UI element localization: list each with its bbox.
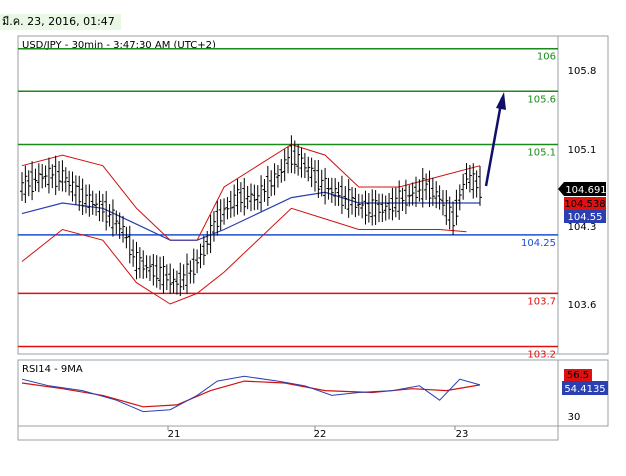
svg-text:104.55: 104.55 [568,212,603,223]
svg-text:104.691: 104.691 [565,185,606,196]
price-tag-ma-red: 104.538 [564,197,606,210]
price-tick: 104.3 [568,222,597,233]
rsi-panel-title: RSI14 - 9MA [22,364,83,375]
svg-text:104.538: 104.538 [564,199,605,210]
price-tick: 105.1 [568,145,597,156]
main-panel-title: USD/JPY - 30min - 3:47:30 AM (UTC+2) [22,40,216,51]
time-axis [17,425,559,441]
rsi-tag-value: 54.4135 [562,381,608,395]
rsi-line [21,375,481,413]
rsi-tag-ma: 56.5 [564,369,592,381]
price-tick: 103.6 [568,300,597,311]
level-label: 105.6 [527,94,556,105]
level-label: 106 [537,52,556,63]
level-label: 103.7 [527,296,556,307]
series-layer [20,135,482,305]
time-tick: 23 [456,429,469,440]
level-label: 104.25 [521,238,556,249]
time-tick: 22 [314,429,327,440]
main-panel [17,35,559,355]
bollinger-lower-line [21,207,467,305]
bollinger-upper-line [21,143,481,241]
rsi-panel [17,359,559,427]
price-tag-last: 104.691 [558,182,607,196]
price-tag-ma-blue: 104.55 [564,210,606,223]
time-tick: 21 [168,429,181,440]
svg-text:54.4135: 54.4135 [564,384,605,395]
rsi-layer [21,375,481,413]
rsi-ma-line [21,380,481,408]
timestamp: มี.ค. 23, 2016, 01:47 [0,14,121,30]
level-label: 103.2 [527,350,556,361]
rsi-tick: 30 [568,412,581,423]
price-tick: 105.8 [568,66,597,77]
svg-text:56.5: 56.5 [567,370,589,381]
projection-arrow [484,92,506,187]
levels-layer: 106 105.6 105.1 104.25 103.7 103.2 [18,47,558,361]
level-label: 105.1 [527,147,556,158]
